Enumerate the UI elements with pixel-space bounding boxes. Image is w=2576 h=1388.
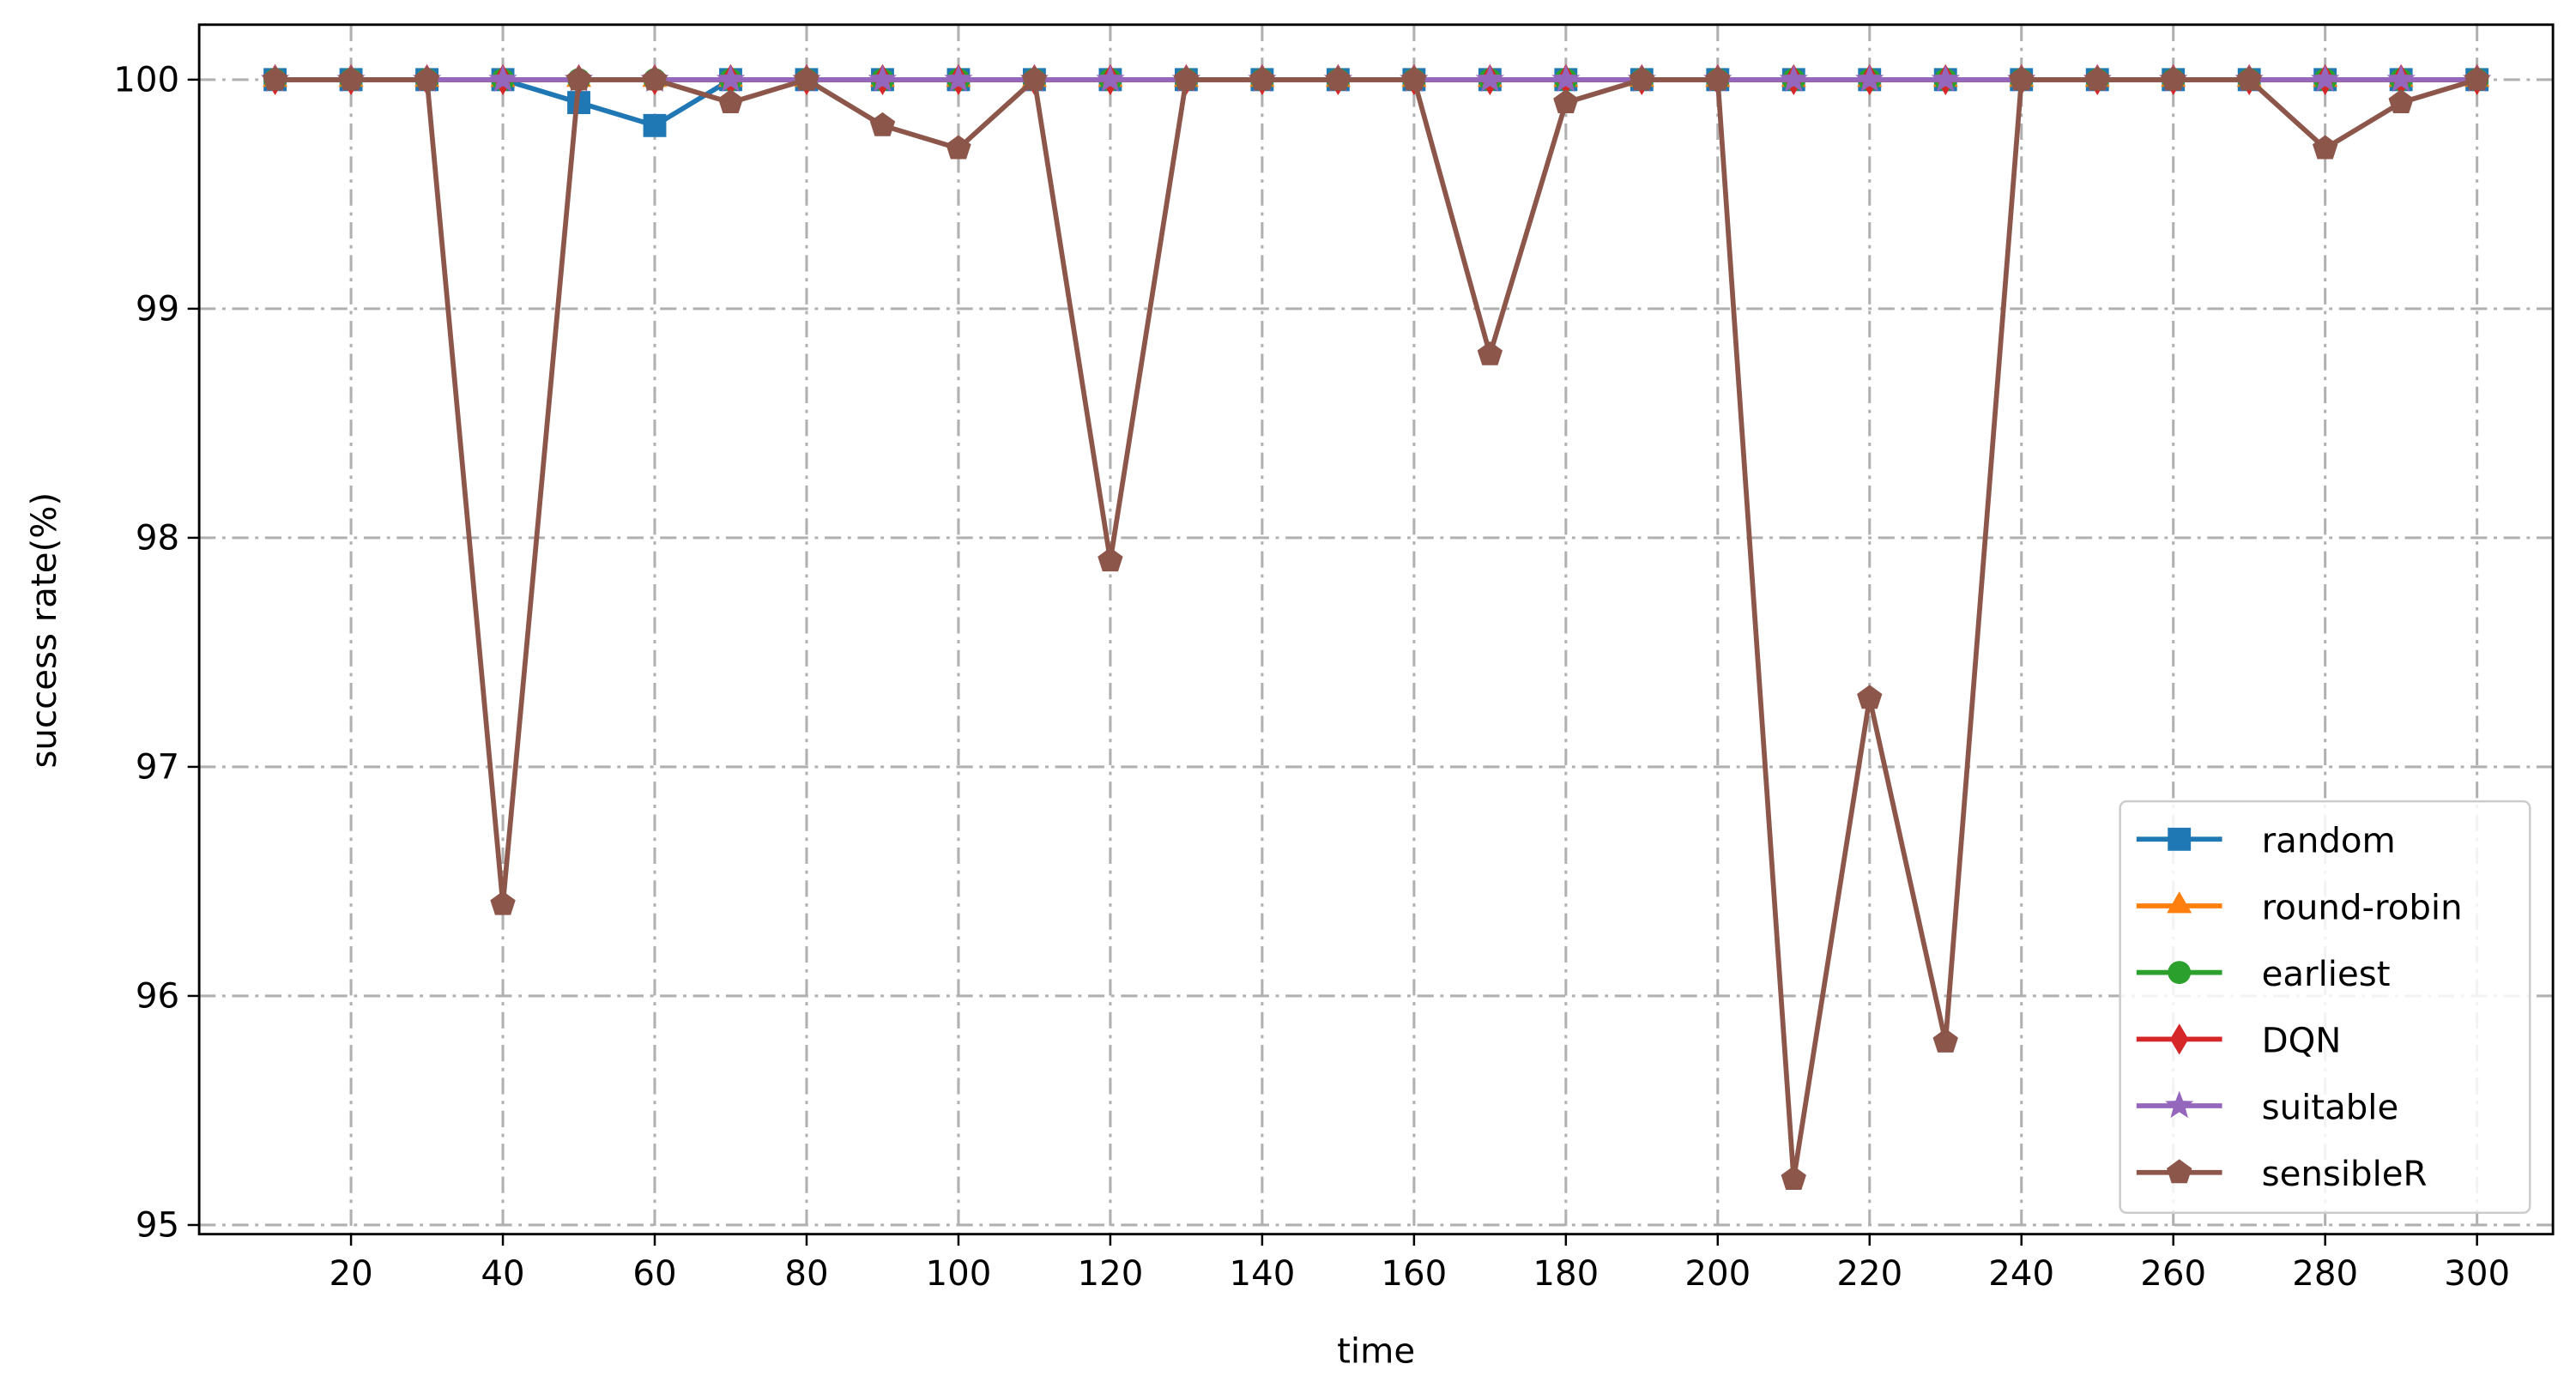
- data-point: [2009, 66, 2035, 91]
- data-point: [262, 66, 288, 91]
- data-point: [1551, 64, 1581, 92]
- data-point: [1173, 66, 1200, 91]
- data-point: [1325, 66, 1351, 91]
- legend-label: round-robin: [2262, 888, 2463, 927]
- x-tick-label: 60: [632, 1254, 676, 1294]
- x-tick-label: 80: [784, 1254, 828, 1294]
- legend-marker: [2168, 827, 2192, 851]
- y-axis-label: success rate(%): [25, 492, 64, 769]
- data-point: [1477, 341, 1503, 365]
- x-tick-label: 300: [2444, 1254, 2510, 1294]
- data-point: [1857, 685, 1883, 709]
- legend-marker: [2165, 1090, 2194, 1119]
- legend-marker: [2167, 891, 2192, 914]
- data-point: [2464, 66, 2490, 91]
- x-tick-label: 100: [926, 1254, 992, 1294]
- y-tick-label: 100: [113, 60, 179, 100]
- data-point: [1629, 66, 1655, 91]
- legend-label: random: [2262, 822, 2396, 861]
- y-tick-label: 99: [136, 289, 179, 329]
- x-tick-label: 280: [2292, 1254, 2358, 1294]
- data-point: [642, 66, 668, 91]
- x-tick-label: 160: [1381, 1254, 1447, 1294]
- x-tick-label: 120: [1077, 1254, 1143, 1294]
- data-point: [1855, 64, 1884, 92]
- legend-label: DQN: [2262, 1022, 2342, 1061]
- data-point: [490, 890, 516, 915]
- data-point: [869, 112, 896, 136]
- data-point: [2084, 66, 2110, 91]
- data-point: [488, 64, 517, 92]
- legend-marker: [2167, 1159, 2192, 1184]
- y-tick-label: 97: [136, 747, 179, 787]
- data-point: [1475, 64, 1504, 92]
- data-point: [2161, 66, 2186, 91]
- data-point: [1705, 66, 1731, 91]
- data-point: [565, 66, 592, 91]
- data-point: [643, 113, 667, 137]
- legend: random round-robin earliest DQN suitable sens…: [2119, 800, 2531, 1214]
- data-point: [868, 64, 898, 92]
- x-axis-label: time: [1337, 1331, 1415, 1371]
- x-tick-label: 220: [1836, 1254, 1902, 1294]
- data-point: [1779, 64, 1808, 92]
- legend-label: earliest: [2262, 955, 2391, 994]
- x-tick-label: 260: [2140, 1254, 2206, 1294]
- y-tick-label: 98: [136, 518, 179, 558]
- data-point: [1021, 66, 1048, 91]
- data-point: [338, 66, 364, 91]
- data-point: [794, 66, 819, 91]
- x-tick-label: 40: [481, 1254, 524, 1294]
- data-point: [716, 64, 746, 92]
- data-point: [2388, 89, 2414, 114]
- y-tick-label: 96: [136, 976, 179, 1016]
- y-tick-label: 95: [136, 1205, 179, 1245]
- data-point: [1931, 64, 1960, 92]
- data-point: [1401, 66, 1427, 91]
- legend-box: [2119, 800, 2531, 1214]
- data-point: [1932, 1028, 1958, 1053]
- data-point: [946, 135, 971, 160]
- data-point: [717, 89, 744, 114]
- legend-marker: [2168, 961, 2192, 985]
- data-point: [2236, 66, 2262, 91]
- data-point: [2386, 64, 2416, 92]
- legend-label: suitable: [2262, 1088, 2399, 1127]
- data-point: [1553, 89, 1579, 114]
- series-line: [275, 76, 2477, 129]
- plot-frame: [197, 23, 2555, 1236]
- data-point: [2311, 64, 2340, 92]
- data-point: [1098, 547, 1123, 572]
- data-point: [1249, 66, 1275, 91]
- legend-label: sensibleR: [2262, 1155, 2428, 1194]
- x-tick-label: 20: [329, 1254, 372, 1294]
- data-point: [2313, 135, 2338, 160]
- data-point: [1096, 64, 1125, 92]
- data-point: [414, 66, 440, 91]
- series-line: [275, 75, 2478, 1180]
- x-tick-label: 140: [1229, 1254, 1295, 1294]
- data-point: [944, 64, 973, 92]
- x-tick-label: 180: [1533, 1254, 1599, 1294]
- x-tick-label: 200: [1684, 1254, 1751, 1294]
- data-point: [1781, 1166, 1806, 1191]
- x-tick-label: 240: [1988, 1254, 2054, 1294]
